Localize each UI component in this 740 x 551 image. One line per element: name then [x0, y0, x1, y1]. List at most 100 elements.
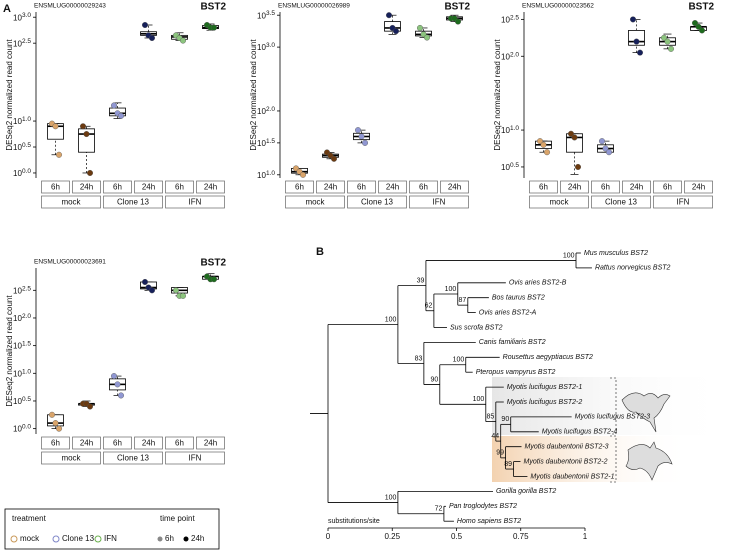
x-tick-label: 6h: [601, 183, 610, 192]
support-value: 39: [417, 277, 425, 284]
point: [83, 131, 90, 138]
leaf-label: Myotis lucifugus BST2-1: [507, 384, 583, 391]
group-label: mock: [61, 454, 81, 463]
group-label: IFN: [189, 198, 202, 207]
legend-title: time point: [160, 514, 195, 523]
leaf-label: Homo sapiens BST2: [457, 518, 521, 525]
y-tick-label: 103.5: [257, 10, 275, 20]
legend-label: 24h: [191, 534, 204, 543]
point: [424, 34, 431, 41]
point: [179, 292, 186, 299]
y-tick-label: 101.5: [13, 340, 31, 350]
support-value: 72: [435, 506, 443, 513]
y-tick-label: 100.5: [501, 162, 519, 172]
leaf-label: Rousettus aegyptiacus BST2: [503, 354, 593, 361]
group-label: mock: [61, 198, 81, 207]
category-cell: [560, 180, 589, 194]
category-cell: [196, 436, 225, 450]
point: [358, 133, 365, 140]
y-axis-label: DESeq2 normalized read count: [249, 39, 258, 151]
point: [599, 138, 606, 145]
x-tick-label: 24h: [630, 183, 643, 192]
category-cell: [684, 180, 713, 194]
x-tick-label: 6h: [51, 183, 60, 192]
gene-id: ENSMLUG00000026989: [278, 3, 350, 10]
group-cell: [591, 195, 651, 209]
category-cell: [591, 180, 620, 194]
point: [179, 37, 186, 44]
leaf-label: Gorilla gorilla BST2: [496, 488, 556, 495]
chart-title: BST2: [200, 258, 226, 269]
point: [141, 21, 148, 28]
support-value: 100: [453, 357, 465, 364]
leaf-label: Rattus norvegicus BST2: [595, 265, 671, 272]
support-value: 100: [563, 252, 575, 259]
group-label: IFN: [433, 198, 446, 207]
point: [455, 18, 462, 25]
point: [386, 12, 393, 19]
x-tick-label: 6h: [175, 183, 184, 192]
point: [331, 155, 338, 162]
group-label: mock: [549, 198, 569, 207]
point: [602, 145, 609, 152]
box: [566, 133, 583, 153]
category-cell: [409, 180, 438, 194]
group-cell: [285, 195, 345, 209]
category-cell: [41, 436, 70, 450]
point: [56, 425, 63, 432]
category-cell: [134, 180, 163, 194]
y-tick-label: 102.0: [257, 106, 275, 116]
support-value: 44: [491, 433, 499, 440]
point: [633, 38, 640, 45]
legend-label: IFN: [104, 534, 117, 543]
category-cell: [653, 180, 682, 194]
chart-title: BST2: [200, 2, 226, 13]
x-tick-label: 24h: [692, 183, 705, 192]
point: [417, 24, 424, 31]
point: [568, 130, 575, 137]
category-cell: [347, 180, 376, 194]
legend-swatch: [52, 535, 60, 543]
group-cell: [347, 195, 407, 209]
group-label: Clone 13: [361, 198, 394, 207]
group-label: mock: [305, 198, 325, 207]
point: [630, 16, 637, 23]
point: [695, 23, 702, 30]
point: [668, 45, 675, 52]
x-tick-label: 6h: [419, 183, 428, 192]
x-tick-label: 6h: [539, 183, 548, 192]
point: [544, 149, 551, 156]
x-tick-label: 24h: [80, 183, 93, 192]
bat-icon: [625, 441, 673, 481]
legend-swatch: [157, 536, 163, 542]
x-tick-label: 6h: [113, 439, 122, 448]
gene-id: ENSMLUG00000023691: [34, 259, 106, 266]
x-tick-label: 6h: [357, 183, 366, 192]
support-value: 99: [496, 450, 504, 457]
y-tick-label: 101.0: [13, 368, 31, 378]
support-value: 90: [501, 416, 509, 423]
point: [210, 276, 217, 283]
point: [52, 420, 59, 427]
scale-label: substitutions/site: [328, 518, 380, 525]
point: [56, 151, 63, 158]
leaf-label: Myotis daubentonii BST2-1: [530, 473, 614, 480]
y-axis-label: DESeq2 normalized read count: [5, 39, 14, 151]
leaf-label: Sus scrofa BST2: [450, 324, 503, 331]
group-label: Clone 13: [605, 198, 638, 207]
y-axis-label: DESeq2 normalized read count: [5, 295, 14, 407]
category-cell: [316, 180, 345, 194]
point: [637, 49, 644, 56]
point: [86, 169, 93, 176]
leaf-label: Myotis lucifugus BST2-3: [575, 414, 651, 421]
point: [393, 28, 400, 35]
category-cell: [378, 180, 407, 194]
y-tick-label: 100.0: [13, 423, 31, 433]
x-tick-label: 6h: [175, 439, 184, 448]
group-label: IFN: [189, 454, 202, 463]
point: [117, 112, 124, 119]
legend-label: Clone 13: [62, 534, 95, 543]
group-cell: [165, 195, 225, 209]
chart-title: BST2: [688, 2, 714, 13]
leaf-label: Mus musculus BST2: [584, 250, 648, 257]
